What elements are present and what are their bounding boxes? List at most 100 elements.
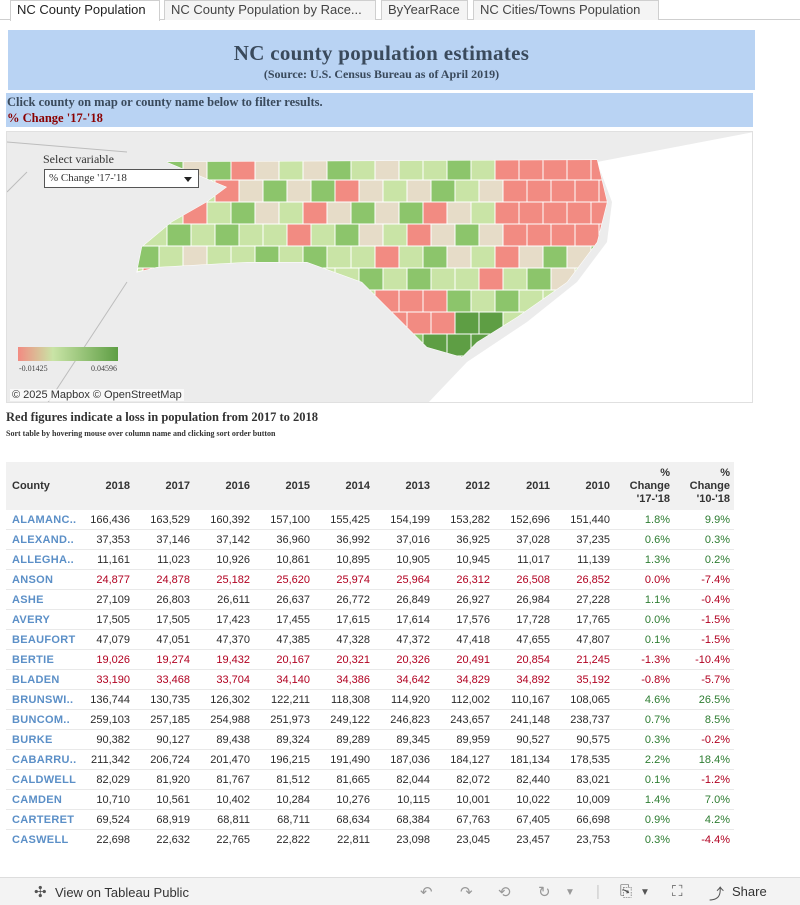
county-shape[interactable] [422, 289, 448, 313]
county-shape[interactable] [398, 245, 424, 269]
chevron-down-icon[interactable]: ▼ [640, 887, 650, 898]
county-name-link[interactable]: BURKE [12, 734, 53, 746]
county-shape[interactable] [470, 289, 496, 313]
table-row[interactable]: AVERY 17,505 17,505 17,423 17,455 17,615 17,61… [6, 610, 734, 630]
county-shape[interactable] [398, 158, 424, 181]
county-shape[interactable] [446, 289, 472, 313]
county-shape[interactable] [422, 158, 448, 181]
county-shape[interactable] [494, 158, 520, 181]
county-shape[interactable] [518, 201, 544, 225]
county-shape[interactable] [310, 179, 336, 203]
county-shape[interactable] [574, 179, 600, 203]
column-header[interactable]: 2017 [165, 480, 190, 492]
column-header[interactable]: 2018 [105, 480, 130, 492]
county-shape[interactable] [350, 245, 376, 269]
county-shape[interactable] [206, 201, 232, 225]
county-shape[interactable] [454, 223, 480, 247]
county-name-link[interactable]: CAMDEN [12, 794, 63, 806]
table-row[interactable]: CAMDEN 10,710 10,561 10,402 10,284 10,276 10,1… [6, 790, 734, 810]
county-name-link[interactable]: CASWELL [12, 834, 69, 845]
county-shape[interactable] [478, 223, 504, 247]
variable-dropdown[interactable]: % Change '17-'18 [44, 169, 199, 188]
county-shape[interactable] [566, 201, 592, 225]
table-row[interactable]: CABARRU.. 211,342 206,724 201,470 196,215 191… [6, 750, 734, 770]
county-name-link[interactable]: ALAMANC.. [12, 514, 77, 526]
column-header[interactable]: 2011 [526, 480, 550, 492]
county-shape[interactable] [334, 179, 360, 203]
county-shape[interactable] [526, 223, 552, 247]
county-shape[interactable] [542, 201, 568, 225]
county-shape[interactable] [526, 179, 552, 203]
county-shape[interactable] [526, 267, 552, 291]
county-shape[interactable] [406, 223, 432, 247]
column-header[interactable]: % Change '17-'18 [629, 467, 670, 505]
county-shape[interactable] [326, 245, 352, 269]
county-shape[interactable] [566, 158, 592, 181]
county-shape[interactable] [158, 245, 184, 269]
county-shape[interactable] [238, 179, 264, 203]
county-shape[interactable] [550, 223, 576, 247]
table-row[interactable]: CARTERET 69,524 68,919 68,811 68,711 68,634 68… [6, 810, 734, 830]
column-header[interactable]: 2013 [405, 480, 430, 492]
county-name-link[interactable]: ALEXAND.. [12, 534, 74, 546]
county-shape[interactable] [446, 245, 472, 269]
county-shape[interactable] [542, 245, 568, 269]
county-shape[interactable] [430, 267, 456, 291]
table-row[interactable]: BLADEN 33,190 33,468 33,704 34,140 34,386 34,6… [6, 670, 734, 690]
county-shape[interactable] [254, 201, 280, 225]
county-shape[interactable] [358, 179, 384, 203]
column-header[interactable]: 2014 [345, 480, 370, 492]
county-shape[interactable] [430, 311, 456, 335]
table-row[interactable]: ASHE 27,109 26,803 26,611 26,637 26,772 26,849… [6, 590, 734, 610]
table-row[interactable]: ALAMANC.. 166,436 163,529 160,392 157,100 155… [6, 510, 734, 530]
county-shape[interactable] [326, 201, 352, 225]
county-shape[interactable] [454, 267, 480, 291]
county-name-link[interactable]: ALLEGHA.. [12, 554, 74, 566]
county-name-link[interactable]: CABARRU.. [12, 754, 77, 766]
county-name-link[interactable]: BUNCOM.. [12, 714, 71, 726]
county-shape[interactable] [286, 223, 312, 247]
county-shape[interactable] [358, 223, 384, 247]
county-shape[interactable] [494, 201, 520, 225]
chevron-down-icon[interactable]: ▼ [565, 887, 575, 898]
county-shape[interactable] [422, 201, 448, 225]
county-name-link[interactable]: CALDWELL [12, 774, 77, 786]
county-shape[interactable] [422, 245, 448, 269]
county-shape[interactable] [470, 201, 496, 225]
column-header[interactable]: 2010 [585, 480, 610, 492]
county-shape[interactable] [382, 223, 408, 247]
undo-icon[interactable]: ↶ [420, 884, 433, 901]
column-header[interactable]: 2016 [225, 480, 250, 492]
table-row[interactable]: ANSON 24,877 24,878 25,182 25,620 25,974 25,96… [6, 570, 734, 590]
county-shape[interactable] [350, 201, 376, 225]
county-shape[interactable] [430, 179, 456, 203]
county-shape[interactable] [598, 179, 623, 203]
table-row[interactable]: BERTIE 19,026 19,274 19,432 20,167 20,321 20,3… [6, 650, 734, 670]
county-shape[interactable] [374, 245, 400, 269]
county-shape[interactable] [374, 201, 400, 225]
county-shape[interactable] [518, 158, 544, 181]
county-shape[interactable] [478, 267, 504, 291]
column-header[interactable]: 2015 [285, 480, 310, 492]
county-shape[interactable] [326, 158, 352, 181]
table-row[interactable]: BURKE 90,382 90,127 89,438 89,324 89,289 89,34… [6, 730, 734, 750]
county-shape[interactable] [502, 223, 528, 247]
county-shape[interactable] [166, 223, 192, 247]
download-icon[interactable]: ⎘ [620, 883, 633, 900]
county-name-link[interactable]: ASHE [12, 594, 44, 606]
county-shape[interactable] [382, 267, 408, 291]
county-shape[interactable] [446, 158, 472, 181]
county-name-link[interactable]: CARTERET [12, 814, 75, 826]
column-header-county[interactable]: County [12, 480, 50, 492]
table-row[interactable]: BUNCOM.. 259,103 257,185 254,988 251,973 249,… [6, 710, 734, 730]
tab-nc-cities-towns-population[interactable]: NC Cities/Towns Population [473, 0, 659, 20]
county-shape[interactable] [382, 179, 408, 203]
county-shape[interactable] [214, 223, 240, 247]
county-shape[interactable] [574, 223, 600, 247]
county-shape[interactable] [302, 201, 328, 225]
column-header[interactable]: % Change '10-'18 [689, 467, 730, 505]
county-shape[interactable] [238, 223, 264, 247]
fullscreen-icon[interactable]: ⛶ [672, 883, 683, 900]
county-shape[interactable] [350, 158, 376, 181]
county-shape[interactable] [278, 201, 304, 225]
